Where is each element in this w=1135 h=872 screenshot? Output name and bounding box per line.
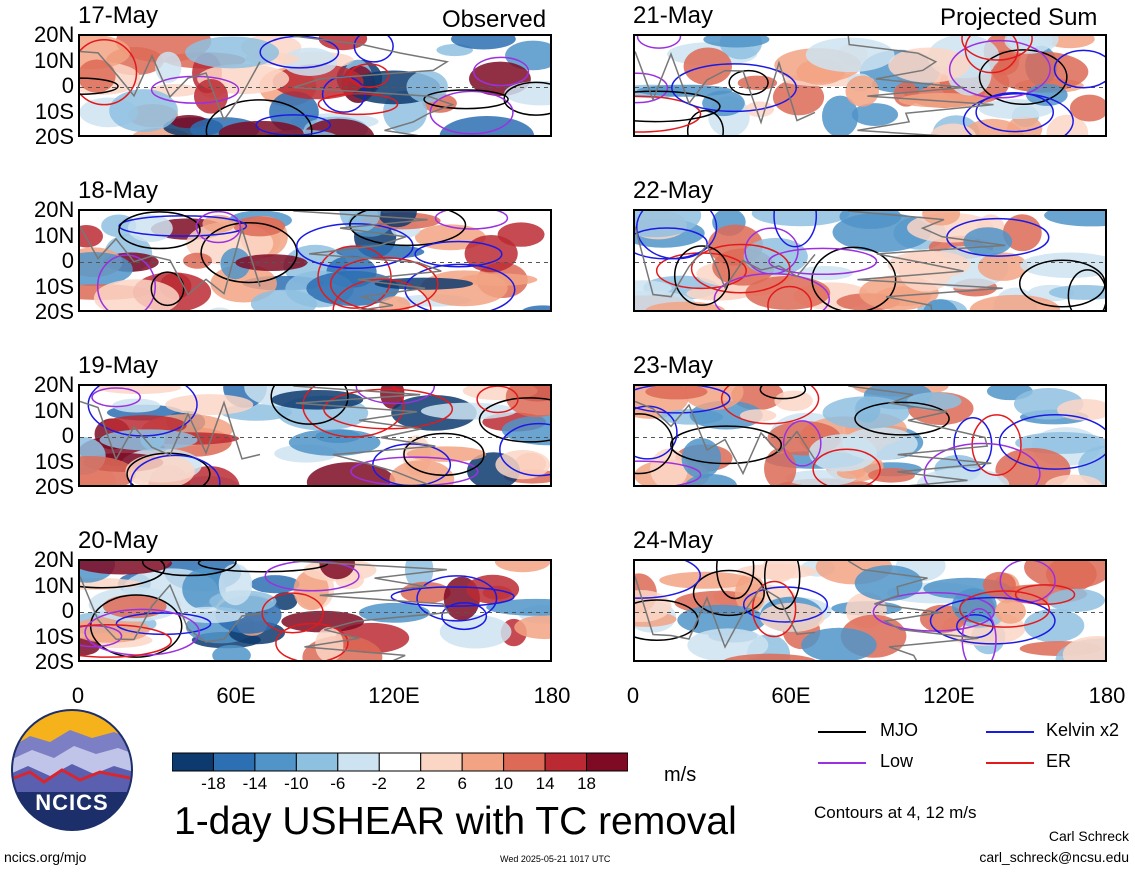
map-panel (78, 559, 552, 662)
map-panel (633, 384, 1107, 487)
heatmap-field (80, 561, 550, 660)
colorbar-swatch (420, 752, 463, 772)
heatmap-field (635, 211, 1105, 310)
footer-url: ncics.org/mjo (4, 849, 87, 865)
map-panel (633, 34, 1107, 137)
lat-tick-label: 10S (34, 273, 74, 299)
lat-tick-label: 20N (34, 547, 75, 572)
heatmap-field (635, 561, 1105, 660)
legend-label-kelvin: Kelvin x2 (1046, 720, 1120, 740)
panel-date-label: 19-May (78, 352, 159, 379)
lat-tick-label: 20S (34, 474, 74, 499)
colorbar-swatch (378, 752, 422, 772)
legend-label-low: Low (880, 751, 914, 771)
lon-tick-label: 180 (1088, 683, 1126, 708)
lat-tick-label: 20N (34, 372, 75, 397)
footer-author: Carl Schreck (1048, 828, 1129, 844)
panel-date-label: 21-May (633, 2, 714, 29)
map-panel (78, 209, 552, 312)
panel-date-label: 24-May (633, 527, 714, 554)
panel-date-label: 18-May (78, 177, 159, 204)
lat-tick-label: 10S (34, 98, 74, 124)
logo-text: NCICS (35, 790, 109, 815)
lat-tick-label: 0 (61, 423, 74, 448)
heatmap-field (80, 36, 550, 135)
lat-tick-label: 20N (34, 197, 75, 222)
heatmap-field (635, 386, 1105, 485)
lat-tick-label: 10N (34, 47, 75, 73)
colorbar-tick: 14 (535, 774, 555, 793)
lon-tick-label: 180 (533, 683, 571, 708)
legend-swatch-mjo (818, 731, 866, 733)
colorbar-swatch (172, 752, 214, 772)
colorbar-tick: 10 (494, 774, 514, 793)
colorbar-tick: -18 (201, 774, 226, 793)
lon-tick-label: 60E (216, 683, 256, 708)
colorbar-tick: 2 (415, 774, 426, 793)
colorbar-swatch (337, 752, 380, 772)
map-panel (633, 559, 1107, 662)
ncics-logo: NCICS (10, 708, 134, 832)
unit-label: m/s (664, 764, 697, 786)
panel-date-label: 23-May (633, 352, 714, 379)
lat-tick-label: 20N (34, 22, 75, 47)
heatmap-field (80, 211, 550, 310)
colorbar-swatch (503, 752, 546, 772)
lon-tick-label: 120E (923, 683, 975, 708)
colorbar-tick: -6 (330, 774, 346, 793)
map-panel (633, 209, 1107, 312)
legend-label-er: ER (1046, 751, 1072, 771)
lat-tick-label: 10S (34, 623, 74, 649)
lat-tick-label: 20S (34, 649, 74, 674)
colorbar-swatch (461, 752, 505, 772)
colorbar-tick: -10 (284, 774, 309, 793)
colorbar-swatch (586, 752, 628, 772)
footer-timestamp: Wed 2025-05-21 1017 UTC (500, 854, 611, 864)
colorbar-tick: 6 (457, 774, 467, 793)
colorbar-tick: -14 (242, 774, 268, 793)
lat-tick-label: 0 (61, 73, 74, 98)
lat-tick-label: 0 (61, 598, 74, 623)
lon-tick-label: 60E (771, 683, 811, 708)
legend-swatch-low (818, 762, 866, 764)
colorbar-swatch (295, 752, 339, 772)
lon-tick-label: 0 (71, 683, 85, 708)
projected-header: Projected Sum (940, 4, 1098, 31)
legend-label-mjo: MJO (880, 720, 918, 740)
heatmap-field (635, 36, 1105, 135)
legend-swatch-er (986, 762, 1034, 764)
legend-swatch-kelvin (986, 731, 1034, 733)
colorbar-tick: 18 (577, 774, 596, 793)
lat-tick-label: 10N (34, 572, 75, 598)
colorbar (172, 752, 628, 772)
chart-title: 1-day USHEAR with TC removal (174, 800, 737, 843)
lat-tick-label: 10N (34, 397, 75, 423)
colorbar-swatch (212, 752, 256, 772)
lat-tick-label: 20S (34, 299, 74, 324)
panel-date-label: 20-May (78, 527, 159, 554)
contours-note: Contours at 4, 12 m/s (814, 803, 977, 822)
heatmap-field (80, 386, 550, 485)
lat-tick-label: 20S (34, 124, 74, 149)
panel-date-label: 22-May (633, 177, 714, 204)
lat-tick-label: 0 (61, 248, 74, 273)
colorbar-swatch (254, 752, 297, 772)
map-panel (78, 34, 552, 137)
map-panel (78, 384, 552, 487)
colorbar-tick: -2 (371, 774, 387, 793)
footer-email: carl_schreck@ncsu.edu (979, 849, 1129, 865)
observed-header: Observed (442, 6, 547, 33)
panel-date-label: 17-May (78, 2, 159, 29)
lat-tick-label: 10N (34, 222, 75, 248)
lon-tick-label: 120E (368, 683, 420, 708)
lat-tick-label: 10S (34, 448, 74, 474)
colorbar-swatch (544, 752, 588, 772)
lon-tick-label: 0 (626, 683, 640, 708)
